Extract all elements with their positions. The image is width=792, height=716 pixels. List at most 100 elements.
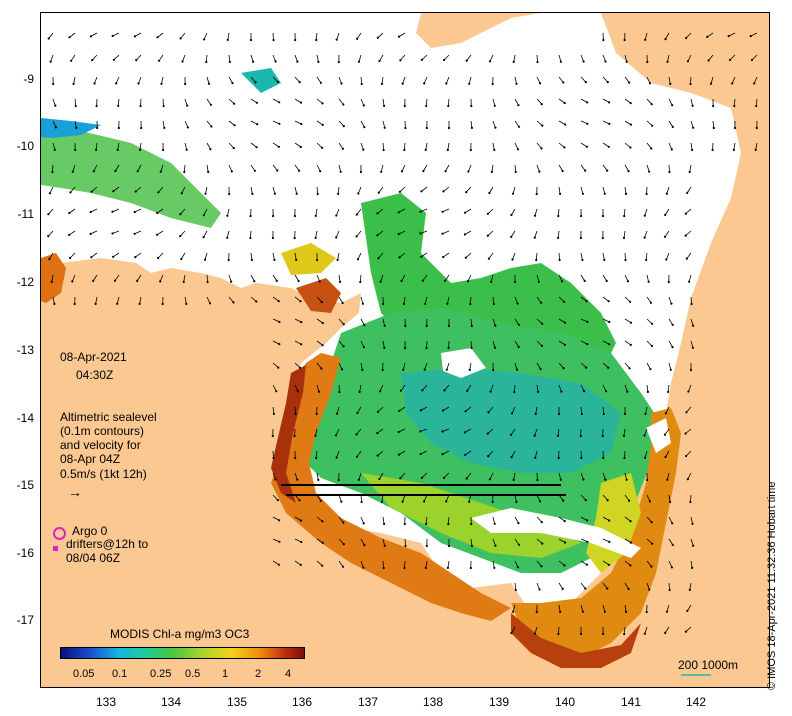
map-panel[interactable]	[40, 12, 770, 688]
velocity-arrow	[536, 318, 543, 324]
velocity-arrow-head	[404, 126, 407, 130]
velocity-arrow	[228, 142, 235, 149]
velocity-arrow-head	[691, 522, 694, 525]
velocity-arrow	[228, 164, 233, 172]
velocity-arrow	[664, 428, 670, 435]
velocity-arrow-head	[321, 123, 324, 126]
velocity-arrow	[580, 252, 583, 260]
velocity-arrow	[511, 406, 516, 414]
velocity-arrow	[420, 230, 428, 234]
velocity-arrow-head	[558, 258, 561, 262]
y-tick-label: -13	[16, 343, 34, 357]
colorbar-tick-label: 1	[222, 668, 229, 680]
velocity-arrow-head	[383, 104, 386, 107]
velocity-arrow	[335, 230, 340, 238]
velocity-arrow	[602, 494, 608, 501]
velocity-arrow-head	[90, 190, 93, 193]
velocity-arrow	[360, 516, 365, 524]
velocity-arrow	[580, 516, 588, 521]
velocity-arrow-head	[486, 432, 489, 435]
velocity-arrow-head	[691, 104, 694, 107]
velocity-arrow	[514, 582, 517, 591]
velocity-arrow	[444, 274, 450, 282]
velocity-arrow	[580, 582, 586, 589]
velocity-arrow-head	[629, 321, 633, 324]
velocity-arrow	[421, 472, 428, 479]
velocity-arrow	[514, 560, 519, 568]
velocity-arrow	[294, 538, 302, 543]
velocity-arrow	[338, 560, 344, 567]
velocity-arrow	[399, 252, 406, 258]
velocity-arrow-head	[491, 500, 494, 504]
velocity-arrow	[487, 208, 494, 215]
velocity-arrow-head	[321, 344, 324, 347]
velocity-arrow-head	[540, 565, 543, 568]
velocity-arrow-head	[625, 60, 628, 63]
x-tick-label: 138	[422, 695, 444, 709]
velocity-arrow-head	[562, 499, 565, 502]
velocity-arrow	[492, 516, 496, 524]
velocity-arrow-head	[466, 280, 469, 283]
velocity-arrow	[184, 98, 188, 106]
velocity-arrow-head	[204, 192, 207, 195]
velocity-arrow	[624, 252, 626, 261]
velocity-arrow-head	[137, 82, 140, 85]
velocity-arrow	[753, 76, 758, 84]
velocity-arrow-head	[563, 146, 566, 149]
velocity-arrow-head	[692, 324, 695, 327]
velocity-arrow-head	[441, 409, 445, 412]
velocity-arrow	[755, 142, 758, 150]
velocity-arrow-head	[293, 434, 296, 438]
velocity-arrow	[91, 54, 98, 61]
velocity-arrow-head	[581, 192, 585, 195]
velocity-arrow	[91, 252, 98, 258]
velocity-arrow	[646, 362, 651, 370]
velocity-arrow-head	[419, 210, 422, 213]
velocity-arrow-head	[397, 211, 400, 214]
velocity-arrow	[420, 406, 428, 411]
velocity-arrow	[558, 142, 565, 148]
velocity-arrow-head	[182, 280, 185, 283]
velocity-arrow-head	[299, 300, 302, 303]
velocity-arrow	[48, 32, 54, 39]
velocity-arrow	[685, 230, 692, 236]
velocity-arrow	[646, 142, 652, 149]
velocity-arrow-head	[133, 35, 136, 38]
velocity-arrow-head	[446, 148, 449, 151]
velocity-arrow	[228, 274, 232, 282]
velocity-arrow-head	[445, 82, 448, 85]
velocity-arrow	[580, 340, 588, 345]
velocity-arrow-head	[425, 104, 428, 108]
velocity-arrow-head	[397, 233, 400, 236]
velocity-arrow	[465, 252, 472, 258]
velocity-arrow	[398, 32, 406, 37]
velocity-arrow	[157, 32, 164, 38]
velocity-arrow-head	[563, 343, 567, 346]
velocity-arrow-head	[441, 232, 444, 235]
velocity-arrow-head	[233, 102, 236, 105]
velocity-arrow	[92, 274, 98, 282]
velocity-arrow-head	[397, 430, 400, 434]
velocity-arrow-head	[494, 544, 497, 547]
velocity-arrow-head	[605, 279, 608, 282]
velocity-arrow	[513, 54, 516, 62]
velocity-arrow-head	[684, 432, 687, 435]
velocity-arrow	[47, 230, 54, 237]
velocity-arrow	[316, 120, 324, 126]
velocity-arrow-head	[538, 588, 541, 591]
velocity-arrow	[205, 54, 208, 63]
velocity-arrow-head	[249, 214, 252, 218]
velocity-arrow	[336, 406, 340, 414]
velocity-arrow	[337, 186, 340, 194]
velocity-arrow-head	[362, 104, 365, 107]
velocity-arrow-head	[466, 389, 469, 392]
velocity-arrow-head	[602, 632, 605, 636]
velocity-arrow	[135, 252, 142, 258]
velocity-arrow-head	[275, 390, 278, 393]
velocity-arrow	[180, 208, 186, 215]
velocity-arrow-head	[134, 256, 137, 259]
velocity-arrow	[690, 296, 692, 305]
velocity-arrow	[377, 406, 384, 413]
velocity-arrow-head	[467, 170, 470, 173]
velocity-arrow-head	[580, 412, 583, 416]
